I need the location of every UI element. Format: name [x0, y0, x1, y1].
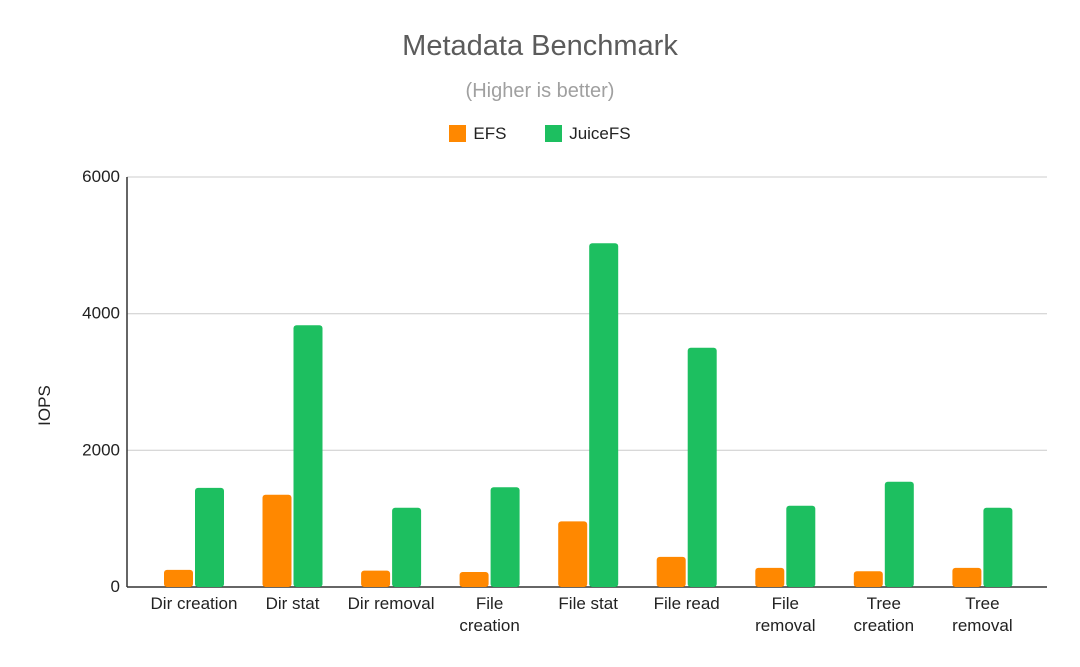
svg-text:removal: removal — [755, 616, 815, 635]
svg-text:4000: 4000 — [82, 304, 120, 323]
svg-text:6000: 6000 — [82, 167, 120, 186]
svg-text:File stat: File stat — [558, 594, 618, 613]
svg-text:creation: creation — [854, 616, 914, 635]
svg-text:creation: creation — [459, 616, 519, 635]
svg-text:removal: removal — [952, 616, 1012, 635]
svg-text:File: File — [772, 594, 799, 613]
svg-text:2000: 2000 — [82, 440, 120, 459]
svg-text:0: 0 — [111, 577, 120, 596]
svg-text:File: File — [476, 594, 503, 613]
svg-text:Tree: Tree — [867, 594, 901, 613]
svg-text:File read: File read — [654, 594, 720, 613]
svg-text:Dir creation: Dir creation — [151, 594, 238, 613]
svg-text:IOPS: IOPS — [35, 385, 54, 426]
svg-text:Tree: Tree — [965, 594, 999, 613]
svg-text:Dir stat: Dir stat — [266, 594, 320, 613]
svg-text:Dir removal: Dir removal — [348, 594, 435, 613]
